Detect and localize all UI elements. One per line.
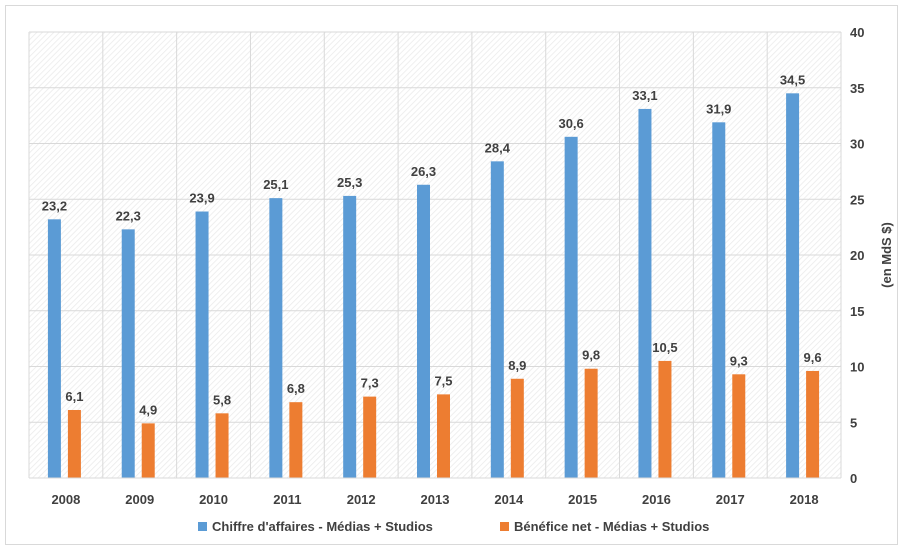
- y-tick-label: 35: [850, 81, 864, 96]
- y-tick-label: 0: [850, 471, 857, 486]
- bar-series2: [289, 402, 303, 478]
- y-axis-title: (en MdS $): [879, 222, 894, 288]
- y-tick-label: 10: [850, 360, 864, 375]
- x-tick-label: 2013: [421, 492, 450, 507]
- bar-chart: 23,2 22,3 23,9 25,1 25,3 26,3 28,4 30,6 33,1 31,9…: [28, 25, 894, 534]
- data-label-series1: 28,4: [485, 140, 511, 155]
- data-label-series1: 25,3: [337, 175, 362, 190]
- bar-series1: [417, 184, 430, 478]
- data-label-series2: 10,5: [652, 340, 677, 355]
- data-label-series2: 6,8: [287, 381, 305, 396]
- x-tick-label: 2010: [199, 492, 228, 507]
- x-tick-label: 2014: [494, 492, 524, 507]
- x-tick-label: 2015: [568, 492, 597, 507]
- data-label-series2: 4,9: [139, 402, 157, 417]
- x-tick-label: 2017: [716, 492, 745, 507]
- bar-series2: [806, 370, 820, 478]
- bar-series2: [363, 396, 377, 478]
- data-label-series2: 8,9: [508, 358, 526, 373]
- bar-series2: [732, 374, 746, 478]
- data-labels: 23,2 22,3 23,9 25,1 25,3 26,3 28,4 30,6 33,1 31,9…: [42, 72, 822, 417]
- bar-series1: [47, 219, 61, 478]
- bar-series1: [786, 93, 800, 478]
- bar-series1: [564, 136, 578, 478]
- bar-series1: [490, 161, 504, 478]
- data-label-series2: 5,8: [213, 392, 231, 407]
- y-tick-label: 30: [850, 137, 864, 152]
- data-label-series1: 25,1: [263, 177, 288, 192]
- data-label-series1: 33,1: [632, 88, 657, 103]
- legend-swatch-series1: [198, 522, 207, 531]
- x-tick-label: 2012: [347, 492, 376, 507]
- data-label-series1: 23,9: [189, 191, 214, 206]
- bar-series1: [343, 195, 357, 478]
- data-label-series1: 34,5: [780, 72, 805, 87]
- gridlines: [28, 31, 842, 479]
- data-label-series1: 22,3: [116, 208, 141, 223]
- bar-series1: [712, 122, 726, 478]
- data-label-series2: 6,1: [65, 389, 83, 404]
- data-label-series1: 30,6: [558, 116, 583, 131]
- bar-series2: [584, 368, 598, 478]
- y-tick-label: 25: [850, 192, 864, 207]
- data-label-series2: 9,8: [582, 348, 600, 363]
- bar-series1: [195, 211, 209, 478]
- y-tick-label: 5: [850, 415, 857, 430]
- data-label-series2: 7,3: [361, 376, 379, 391]
- bar-series2: [510, 378, 524, 478]
- legend-label-series2: Bénéfice net - Médias + Studios: [514, 519, 709, 534]
- bar-series2: [141, 423, 155, 478]
- x-tick-label: 2011: [273, 492, 301, 507]
- bar-series2: [215, 413, 229, 478]
- y-tick-label: 15: [850, 304, 864, 319]
- legend-swatch-series2: [500, 522, 509, 531]
- data-label-series2: 9,3: [730, 353, 748, 368]
- x-tick-label: 2009: [125, 492, 154, 507]
- x-tick-label: 2008: [51, 492, 80, 507]
- bar-series2: [67, 409, 81, 478]
- chart-frame: 23,2 22,3 23,9 25,1 25,3 26,3 28,4 30,6 33,1 31,9…: [5, 5, 898, 545]
- x-tick-label: 2018: [790, 492, 819, 507]
- y-tick-label: 40: [850, 25, 864, 40]
- y-tick-label: 20: [850, 248, 864, 263]
- bar-series1: [269, 198, 283, 478]
- bar-series1: [121, 229, 135, 478]
- data-label-series1: 31,9: [706, 101, 731, 116]
- bar-series2: [437, 394, 450, 478]
- legend: Chiffre d'affaires - Médias + Studios Bén…: [198, 519, 709, 534]
- x-tick-label: 2016: [642, 492, 671, 507]
- data-label-series1: 26,3: [411, 164, 436, 179]
- bars: [47, 93, 820, 478]
- axes: 0 5 10 15 20 25 30 35 40 2008 2009 2010 2011 2012 2013…: [29, 25, 864, 507]
- data-label-series2: 7,5: [434, 373, 452, 388]
- bar-series2: [658, 360, 672, 478]
- bar-series1: [638, 108, 652, 478]
- legend-label-series1: Chiffre d'affaires - Médias + Studios: [212, 519, 433, 534]
- data-label-series1: 23,2: [42, 198, 67, 213]
- data-label-series2: 9,6: [804, 350, 822, 365]
